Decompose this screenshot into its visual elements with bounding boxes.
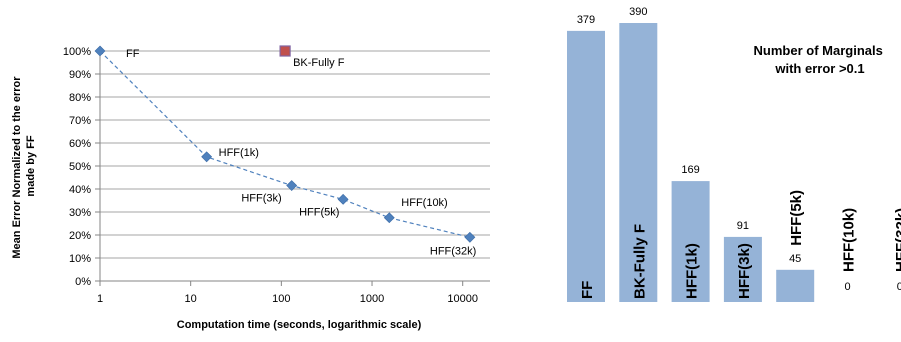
- bar-value-labels: 379 390 169 91 45 0 0: [577, 6, 901, 293]
- point-label: FF: [126, 48, 140, 60]
- x-tick-label: 1: [97, 293, 103, 305]
- data-point: [201, 151, 213, 163]
- bar-value-label: 0: [844, 281, 850, 293]
- data-point: [464, 231, 476, 243]
- scatter-gridlines: [95, 50, 490, 286]
- y-tick-label: 80%: [69, 92, 91, 104]
- scatter-point-labels: FF HFF(1k) HFF(3k) HFF(5k) HFF(10k) HFF(32k) B…: [126, 48, 476, 257]
- point-label: HFF(10k): [401, 197, 447, 209]
- bar-value-label: 0: [897, 281, 901, 293]
- y-tick-label: 90%: [69, 69, 91, 81]
- bar-value-label: 91: [737, 220, 749, 232]
- bar-value-label: 390: [629, 6, 647, 18]
- x-tick-label: 1000: [360, 293, 384, 305]
- scatter-y-axis-title-line-2: made by FF: [25, 135, 37, 196]
- bar-value-label: 169: [681, 164, 699, 176]
- y-tick-label: 0%: [75, 276, 91, 288]
- scatter-series-lines: [99, 50, 471, 238]
- bar-chart-title-line-2: with error >0.1: [774, 61, 864, 76]
- y-tick-label: 70%: [69, 115, 91, 127]
- scatter-y-tick-labels: 0% 10% 20% 30% 40% 50% 60% 70% 80% 90% 100%: [63, 46, 91, 288]
- bar: [776, 269, 815, 302]
- bar-value-label: 379: [577, 14, 595, 26]
- bar-chart-title-line-1: Number of Marginals: [754, 43, 883, 58]
- scatter-points: [94, 45, 476, 243]
- point-label: BK-Fully F: [293, 57, 345, 69]
- data-point: [383, 212, 395, 224]
- scatter-chart: 0% 10% 20% 30% 40% 50% 60% 70% 80% 90% 100% 1 10 100…: [11, 45, 490, 331]
- y-tick-label: 40%: [69, 184, 91, 196]
- data-point: [279, 45, 291, 57]
- data-point: [337, 193, 349, 205]
- bar-chart: 379 390 169 91 45 0 0 FF BK-Fully F HFF(1k) HFF(3…: [567, 6, 901, 302]
- y-tick-label: 100%: [63, 46, 91, 58]
- bar-category-label: HFF(3k): [736, 243, 753, 299]
- scatter-y-axis-title-line-1: Mean Error Normalized to the error: [11, 76, 23, 259]
- bar: [723, 236, 762, 302]
- bar: [567, 30, 605, 302]
- bar-category-labels: FF BK-Fully F HFF(1k) HFF(3k) HFF(5k) HFF(10k…: [579, 190, 901, 299]
- y-tick-label: 60%: [69, 138, 91, 150]
- bar-category-label: HFF(1k): [684, 243, 701, 299]
- y-tick-label: 10%: [69, 253, 91, 265]
- data-point: [94, 45, 106, 57]
- scatter-y-axis-title: Mean Error Normalized to the error made …: [11, 73, 37, 258]
- bar-value-label: 45: [789, 253, 801, 265]
- data-point: [286, 180, 298, 191]
- bars: [567, 23, 815, 302]
- series-line: [99, 50, 471, 238]
- bar-category-label: BK-Fully F: [631, 224, 648, 299]
- bar-category-label: HFF(5k): [788, 190, 805, 246]
- y-tick-label: 50%: [69, 161, 91, 173]
- bar: [619, 23, 658, 302]
- x-tick-label: 10000: [447, 293, 478, 305]
- x-tick-label: 10: [185, 293, 197, 305]
- scatter-x-tick-labels: 1 10 100 1000 10000: [97, 293, 478, 305]
- bar: [671, 181, 710, 302]
- point-label: HFF(3k): [241, 193, 281, 205]
- y-tick-label: 20%: [69, 230, 91, 242]
- scatter-x-axis-title: Computation time (seconds, logarithmic s…: [177, 319, 422, 331]
- point-label: HFF(5k): [299, 206, 339, 218]
- bar-category-label: FF: [579, 281, 596, 299]
- point-label: HFF(32k): [430, 245, 476, 257]
- bar-category-label: HFF(32k): [893, 208, 901, 272]
- x-tick-label: 100: [272, 293, 290, 305]
- bar-chart-title: Number of Marginals with error >0.1: [754, 43, 887, 76]
- y-tick-label: 30%: [69, 207, 91, 219]
- point-label: HFF(1k): [219, 147, 259, 159]
- bar-category-label: HFF(10k): [841, 208, 858, 272]
